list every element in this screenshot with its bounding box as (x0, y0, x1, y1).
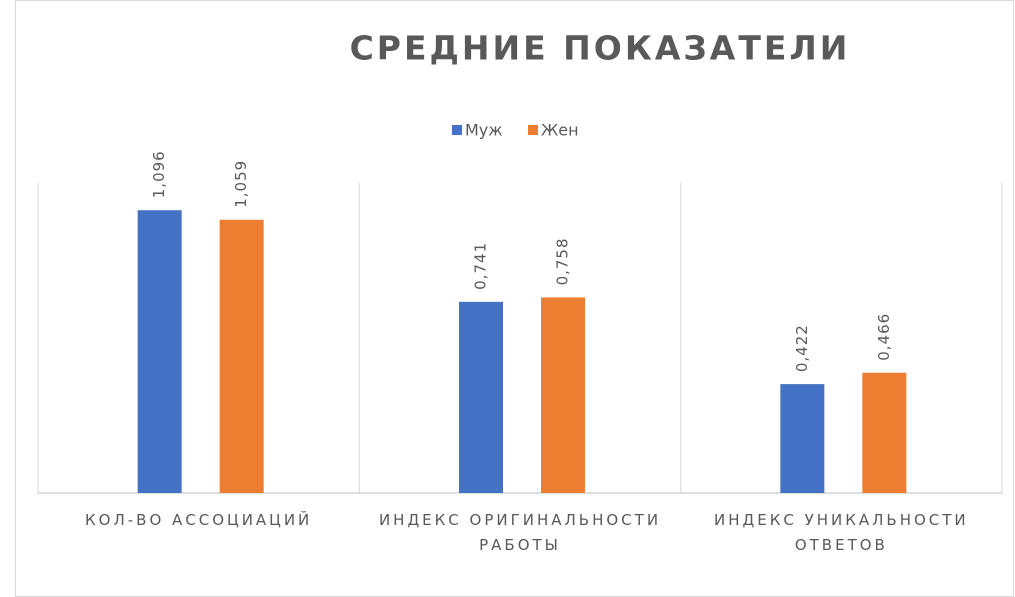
data-label: 0,758 (554, 237, 572, 285)
data-label: 0,741 (472, 242, 490, 290)
data-label: 0,422 (793, 324, 811, 372)
legend-swatch (528, 125, 538, 135)
legend-label: Жен (541, 121, 579, 140)
x-tick-label: ИНДЕКС ОРИГИНАЛЬНОСТИ РАБОТЫ (378, 511, 662, 554)
bar (137, 210, 182, 493)
legend-swatch (452, 125, 462, 135)
bar (459, 301, 503, 493)
data-label: 1,059 (232, 160, 250, 208)
bar (219, 219, 264, 493)
x-tick-label: ИНДЕКС УНИКАЛЬНОСТИ ОТВЕТОВ (714, 511, 969, 554)
legend-label: Муж (465, 121, 503, 140)
bar (780, 384, 825, 493)
data-label: 1,096 (150, 150, 168, 198)
chart-title: СРЕДНИЕ ПОКАЗАТЕЛИ (350, 29, 851, 68)
x-tick-label: КОЛ-ВО АССОЦИАЦИЙ (85, 511, 313, 529)
bar (541, 297, 585, 493)
bar (862, 372, 907, 493)
data-label: 0,466 (875, 313, 893, 361)
